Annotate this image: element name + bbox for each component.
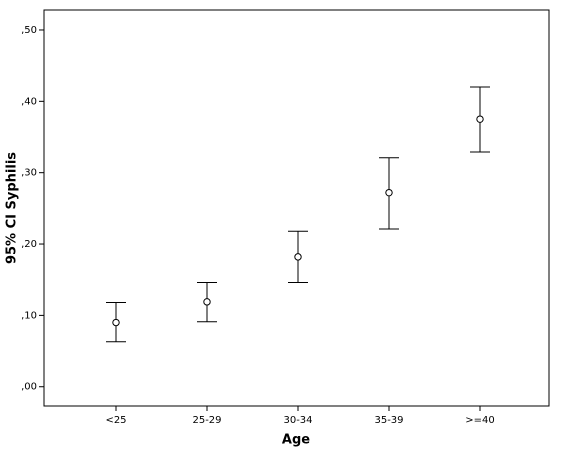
x-tick-label: 25-29 (192, 415, 221, 426)
y-tick-label: ,10 (21, 310, 37, 321)
plot-frame (43, 9, 550, 407)
x-tick-label: <25 (105, 415, 126, 426)
x-axis-title: Age (282, 433, 310, 448)
y-tick-label: ,40 (21, 96, 37, 107)
x-tick-label: 30-34 (283, 415, 312, 426)
y-tick-label: ,00 (21, 382, 37, 393)
y-tick-label: ,20 (21, 239, 37, 250)
point (203, 298, 211, 306)
point (112, 318, 120, 327)
x-tick-label: >=40 (465, 415, 494, 426)
point (294, 253, 302, 261)
y-tick-label: ,50 (21, 25, 37, 36)
x-tick-label: 35-39 (374, 415, 403, 426)
y-tick-label: ,30 (21, 168, 37, 179)
y-axis-title: 95% CI Syphilis (5, 152, 20, 264)
point (476, 115, 484, 123)
point (385, 188, 393, 197)
